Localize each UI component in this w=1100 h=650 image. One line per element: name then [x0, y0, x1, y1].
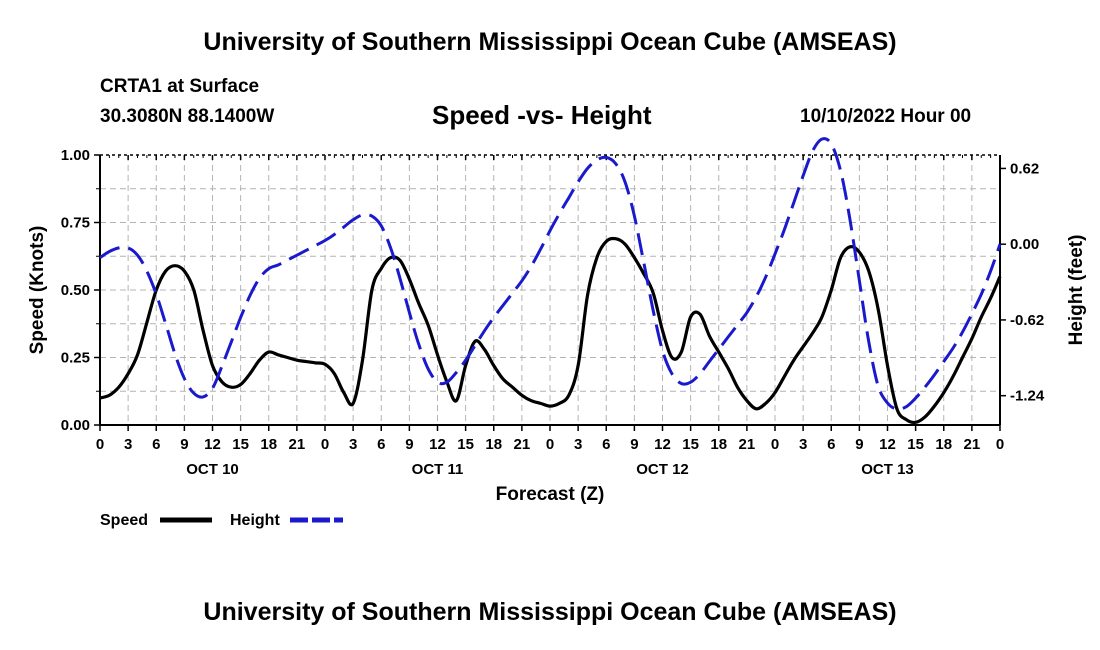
y2-tick-label: -1.24: [1010, 388, 1045, 405]
x-tick-label: 3: [124, 436, 132, 453]
day-label: OCT 12: [636, 461, 689, 478]
y2-tick-label: -0.62: [1010, 312, 1044, 329]
chart-title: University of Southern Mississippi Ocean…: [203, 28, 897, 56]
legend-label-height: Height: [230, 512, 280, 529]
x-tick-label: 21: [964, 436, 981, 453]
coordinates-label: 30.3080N 88.1400W: [100, 106, 275, 127]
x-tick-label: 0: [321, 436, 329, 453]
x-tick-label: 0: [546, 436, 554, 453]
x-tick-label: 21: [739, 436, 756, 453]
x-axis-title: Forecast (Z): [496, 484, 605, 505]
x-tick-label: 12: [654, 436, 671, 453]
x-tick-label: 3: [574, 436, 582, 453]
x-tick-label: 21: [289, 436, 306, 453]
x-tick-label: 18: [935, 436, 952, 453]
x-tick-label: 6: [152, 436, 160, 453]
x-tick-label: 6: [827, 436, 835, 453]
y-tick-label: 0.50: [61, 282, 90, 299]
x-tick-label: 15: [457, 436, 474, 453]
x-tick-label: 3: [349, 436, 357, 453]
day-label: OCT 11: [412, 461, 464, 478]
x-tick-label: 12: [879, 436, 896, 453]
x-tick-label: 6: [377, 436, 385, 453]
day-label: OCT 13: [861, 461, 914, 478]
x-tick-label: 9: [630, 436, 638, 453]
x-tick-label: 15: [907, 436, 924, 453]
x-tick-label: 9: [405, 436, 413, 453]
x-tick-label: 9: [180, 436, 188, 453]
footer-title: University of Southern Mississippi Ocean…: [203, 598, 897, 626]
x-tick-label: 6: [602, 436, 610, 453]
x-tick-label: 12: [204, 436, 221, 453]
x-tick-label: 18: [260, 436, 277, 453]
x-tick-label: 18: [485, 436, 502, 453]
chart-subtitle: Speed -vs- Height: [432, 100, 652, 130]
x-tick-label: 15: [682, 436, 699, 453]
y2-axis-title: Height (feet): [1066, 235, 1087, 346]
y-tick-label: 0.75: [61, 215, 90, 232]
x-tick-label: 0: [771, 436, 779, 453]
x-tick-label: 18: [710, 436, 727, 453]
y-tick-label: 0.00: [61, 417, 90, 434]
x-tick-label: 15: [232, 436, 249, 453]
forecast-datetime: 10/10/2022 Hour 00: [800, 106, 972, 127]
x-tick-label: 0: [996, 436, 1004, 453]
x-tick-label: 21: [514, 436, 531, 453]
x-tick-label: 3: [799, 436, 807, 453]
series-line-height: [99, 137, 1002, 411]
y-tick-label: 1.00: [61, 147, 90, 164]
x-tick-label: 9: [855, 436, 863, 453]
station-label: CRTA1 at Surface: [100, 76, 260, 97]
day-label: OCT 10: [186, 461, 239, 478]
x-tick-label: 12: [429, 436, 446, 453]
legend-label-speed: Speed: [100, 512, 148, 529]
y2-tick-label: 0.62: [1010, 160, 1039, 177]
x-tick-label: 0: [96, 436, 104, 453]
series-line-speed: [99, 236, 1002, 425]
y-tick-label: 0.25: [61, 350, 90, 367]
y2-tick-label: 0.00: [1010, 236, 1039, 253]
y-axis-title: Speed (Knots): [27, 226, 48, 355]
